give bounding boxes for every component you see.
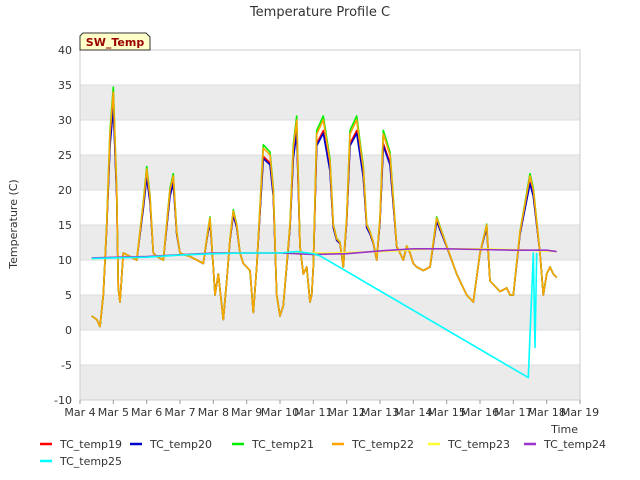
legend-item-tc_temp21: TC_temp21 (232, 438, 314, 451)
legend-label: TC_temp24 (543, 438, 606, 451)
grid-band (80, 365, 580, 400)
x-tick-label: Mar 5 (98, 406, 129, 419)
y-tick-label: 0 (65, 324, 72, 337)
y-tick-label: 40 (58, 44, 72, 57)
legend-label: TC_temp19 (59, 438, 122, 451)
x-tick-label: Mar 18 (528, 406, 566, 419)
legend-item-tc_temp23: TC_temp23 (428, 438, 510, 451)
chart-title: Temperature Profile C (249, 5, 390, 20)
x-tick-label: Mar 9 (231, 406, 262, 419)
legend-label: TC_temp21 (251, 438, 314, 451)
legend: TC_temp19 TC_temp20 TC_temp21 TC_temp22 TC_t… (40, 438, 606, 468)
x-tick-label: Mar 10 (261, 406, 299, 419)
y-tick-label: 20 (58, 184, 72, 197)
legend-item-tc_temp25: TC_temp25 (40, 455, 122, 468)
legend-label: TC_temp25 (59, 455, 122, 468)
legend-item-tc_temp22: TC_temp22 (332, 438, 414, 451)
x-tick-label: Mar 13 (361, 406, 399, 419)
annotation-box-shape (79, 32, 151, 51)
legend-item-tc_temp24: TC_temp24 (524, 438, 606, 451)
legend-item-tc_temp20: TC_temp20 (130, 438, 212, 451)
x-tick-label: Mar 12 (328, 406, 366, 419)
grid-band (80, 295, 580, 330)
x-tick-label: Mar 7 (164, 406, 195, 419)
y-tick-label: 15 (58, 219, 72, 232)
y-axis-ticks: -10 -5 0 5 10 15 20 25 30 35 40 (54, 44, 72, 407)
x-tick-label: Mar 8 (198, 406, 229, 419)
grid-band (80, 85, 580, 120)
series-layer (91, 86, 558, 379)
legend-item-tc_temp19: TC_temp19 (40, 438, 122, 451)
series-line-tc_temp22 (91, 91, 558, 328)
series-line-tc_temp25 (91, 250, 538, 379)
x-tick-label: Mar 16 (461, 406, 499, 419)
y-tick-label: 25 (58, 149, 72, 162)
x-tick-label: Mar 14 (394, 406, 432, 419)
x-tick-label: Mar 6 (131, 406, 162, 419)
y-tick-label: 35 (58, 79, 72, 92)
x-tick-label: Mar 15 (428, 406, 466, 419)
legend-label: TC_temp23 (447, 438, 510, 451)
sw-temp-annotation: SW_Temp (79, 32, 151, 51)
x-axis-label: Time (550, 423, 578, 436)
x-tick-label: Mar 19 (561, 406, 599, 419)
y-tick-label: 30 (58, 114, 72, 127)
y-tick-label: 5 (65, 289, 72, 302)
legend-label: TC_temp22 (351, 438, 414, 451)
x-tick-label: Mar 11 (294, 406, 332, 419)
y-tick-label: -5 (61, 359, 72, 372)
plot-frame (79, 49, 581, 401)
y-tick-label: 10 (58, 254, 72, 267)
x-tick-label: Mar 4 (64, 406, 95, 419)
y-tick-label: -10 (54, 394, 72, 407)
legend-label: TC_temp20 (149, 438, 212, 451)
x-tick-label: Mar 17 (494, 406, 532, 419)
y-axis-label: Temperature (C) (7, 179, 20, 269)
annotation-label: SW_Temp (86, 36, 145, 49)
